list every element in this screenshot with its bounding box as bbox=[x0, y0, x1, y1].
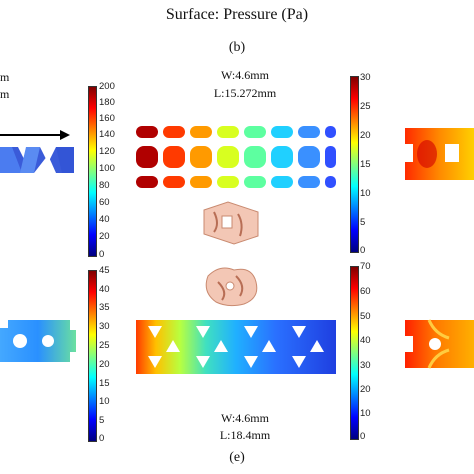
top-right-channel bbox=[403, 128, 474, 180]
tick-bl-40: 40 bbox=[99, 284, 110, 295]
panel-label-e: (e) bbox=[229, 450, 245, 465]
panel-label-b: (b) bbox=[228, 40, 246, 55]
tick-bl-45: 45 bbox=[99, 265, 110, 276]
tick-bm-60: 60 bbox=[360, 286, 371, 297]
tick-tm-5: 5 bbox=[360, 217, 366, 228]
unit-cell-3d-bottom bbox=[205, 267, 258, 307]
tick-tl-0: 0 bbox=[99, 249, 105, 260]
tick-tl-80: 80 bbox=[99, 180, 110, 191]
tick-tl-100: 100 bbox=[99, 163, 115, 174]
tick-tm-30: 30 bbox=[360, 72, 371, 83]
tick-bm-30: 30 bbox=[360, 360, 371, 371]
tick-bl-5: 5 bbox=[99, 415, 105, 426]
figure-title: Surface: Pressure (Pa) bbox=[165, 6, 309, 23]
tick-tl-60: 60 bbox=[99, 197, 110, 208]
bottom-right-channel bbox=[403, 319, 474, 369]
tick-bm-70: 70 bbox=[360, 261, 371, 272]
left-dimension-line2: m bbox=[0, 87, 10, 101]
bottom-left-channel bbox=[0, 318, 78, 364]
colorbar-top-mid bbox=[350, 76, 359, 253]
tick-tl-120: 120 bbox=[99, 146, 115, 157]
left-dimension-line1: m bbox=[0, 70, 10, 84]
tick-tl-40: 40 bbox=[99, 214, 110, 225]
tick-tm-20: 20 bbox=[360, 130, 371, 141]
tick-bm-50: 50 bbox=[360, 311, 371, 322]
colorbar-bottom-mid bbox=[350, 266, 359, 440]
tick-tl-140: 140 bbox=[99, 129, 115, 140]
tick-tm-15: 15 bbox=[360, 159, 371, 170]
tick-bl-15: 15 bbox=[99, 378, 110, 389]
tick-tl-160: 160 bbox=[99, 113, 115, 124]
tick-bl-25: 25 bbox=[99, 340, 110, 351]
bottom-middle-channel bbox=[136, 320, 336, 374]
tick-bl-30: 30 bbox=[99, 321, 110, 332]
tick-bm-0: 0 bbox=[360, 431, 366, 442]
top-left-channel bbox=[0, 130, 74, 173]
tick-tm-25: 25 bbox=[360, 101, 371, 112]
unit-cell-3d-top bbox=[203, 201, 259, 245]
tick-bl-10: 10 bbox=[99, 396, 110, 407]
top-length-label: L:15.272mm bbox=[213, 86, 277, 100]
tick-tm-0: 0 bbox=[360, 245, 366, 256]
tick-bl-0: 0 bbox=[99, 433, 105, 444]
bottom-length-label: L:18.4mm bbox=[219, 428, 271, 442]
bottom-width-label: W:4.6mm bbox=[221, 411, 269, 425]
colorbar-bottom-left bbox=[88, 270, 97, 442]
top-width-label: W:4.6mm bbox=[221, 68, 269, 82]
tick-tl-200: 200 bbox=[99, 81, 115, 92]
colorbar-top-left bbox=[88, 86, 97, 257]
tick-bm-10: 10 bbox=[360, 408, 371, 419]
tick-bl-35: 35 bbox=[99, 302, 110, 313]
tick-tl-20: 20 bbox=[99, 231, 110, 242]
tick-bm-40: 40 bbox=[360, 335, 371, 346]
tick-bm-20: 20 bbox=[360, 384, 371, 395]
top-middle-cell-grid bbox=[136, 126, 336, 188]
tick-tl-180: 180 bbox=[99, 97, 115, 108]
tick-tm-10: 10 bbox=[360, 188, 371, 199]
tick-bl-20: 20 bbox=[99, 359, 110, 370]
